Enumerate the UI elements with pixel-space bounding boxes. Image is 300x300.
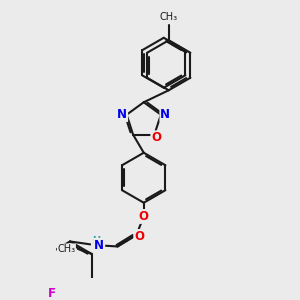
Text: CH₃: CH₃ xyxy=(57,244,75,254)
Text: O: O xyxy=(134,230,144,243)
Text: CH₃: CH₃ xyxy=(160,11,178,22)
Text: N: N xyxy=(94,239,104,252)
Text: F: F xyxy=(48,287,56,300)
Text: O: O xyxy=(139,210,149,223)
Text: O: O xyxy=(151,131,161,144)
Text: H: H xyxy=(92,236,100,246)
Text: N: N xyxy=(117,108,127,121)
Text: N: N xyxy=(160,108,170,121)
